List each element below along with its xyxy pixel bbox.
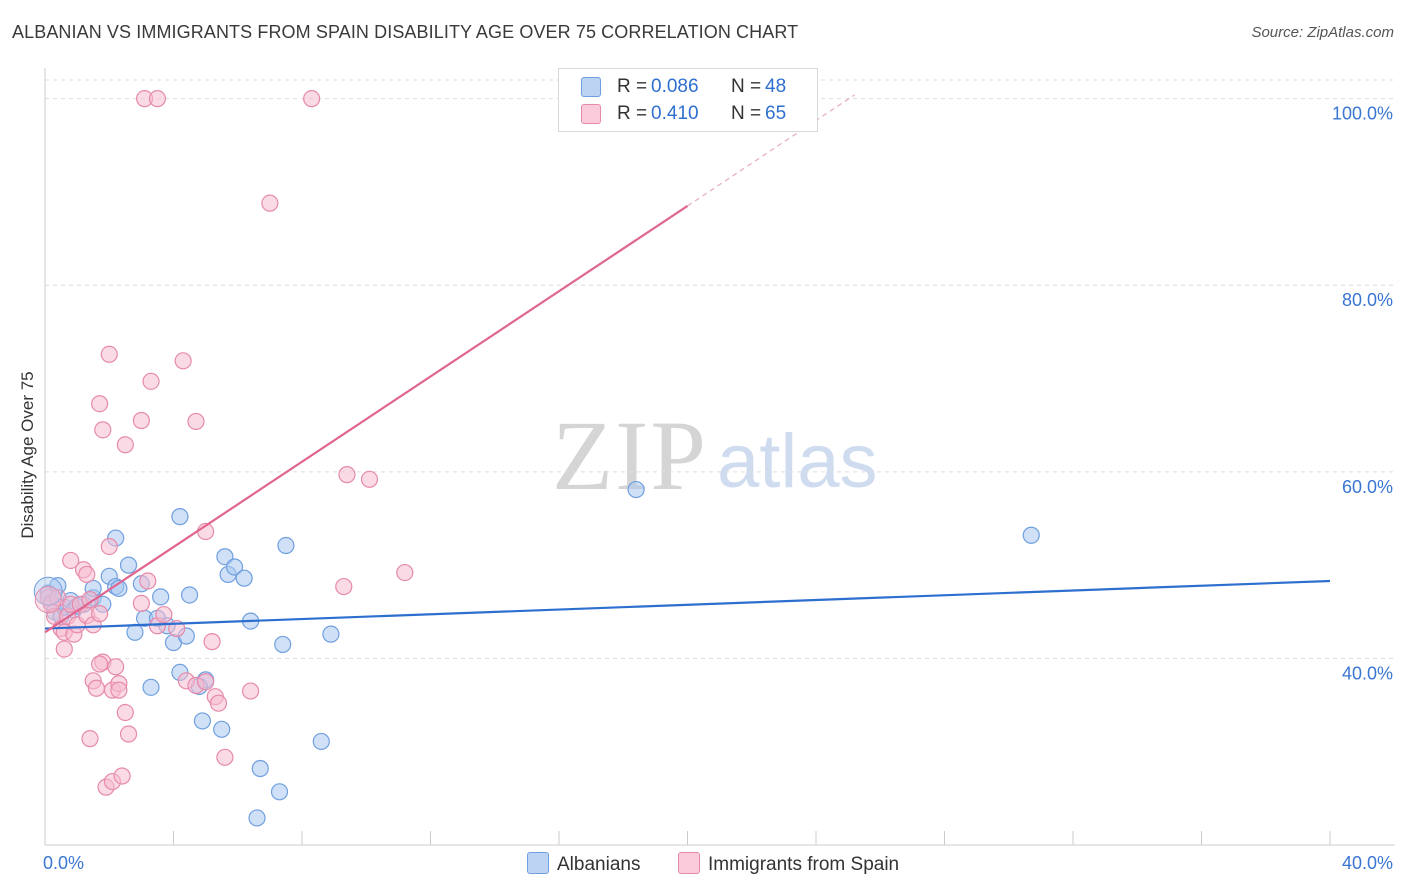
point-spain bbox=[139, 572, 157, 590]
legend-n-value-spain: 65 bbox=[765, 103, 787, 124]
point-albanian bbox=[248, 809, 266, 827]
point-albanian bbox=[213, 720, 231, 738]
point-spain bbox=[216, 748, 234, 766]
point-spain bbox=[338, 466, 356, 484]
point-spain bbox=[242, 682, 260, 700]
point-spain bbox=[132, 594, 150, 612]
point-albanian bbox=[312, 732, 330, 751]
point-albanian bbox=[1022, 526, 1040, 544]
legend-r-label: R = bbox=[617, 103, 648, 124]
point-spain bbox=[119, 725, 138, 743]
watermark-atlas: atlas bbox=[717, 419, 878, 504]
point-spain bbox=[116, 703, 134, 722]
point-albanian bbox=[322, 625, 340, 643]
point-spain bbox=[87, 679, 106, 697]
point-albanian bbox=[171, 508, 189, 526]
point-albanian bbox=[274, 635, 292, 654]
point-albanian bbox=[193, 712, 212, 730]
chart-title: ALBANIAN VS IMMIGRANTS FROM SPAIN DISABI… bbox=[12, 22, 799, 42]
point-spain bbox=[94, 421, 112, 439]
x-tick-label-min: 0.0% bbox=[43, 853, 84, 873]
point-spain bbox=[187, 412, 205, 431]
point-spain bbox=[360, 470, 379, 488]
legend-r-label: R = bbox=[617, 76, 648, 97]
point-spain bbox=[142, 372, 160, 390]
point-albanian bbox=[126, 623, 144, 641]
bottom-legend-swatch-spain bbox=[678, 852, 700, 874]
point-spain bbox=[261, 194, 279, 212]
point-spain bbox=[81, 591, 99, 609]
point-spain bbox=[62, 551, 80, 570]
y-tick-label: 80.0% bbox=[1342, 290, 1393, 310]
point-spain bbox=[107, 658, 125, 676]
point-spain bbox=[132, 411, 150, 430]
bottom-legend-label-albanians: Albanians bbox=[557, 854, 641, 875]
point-spain bbox=[55, 640, 73, 658]
bottom-legend-albanians[interactable]: Albanians bbox=[527, 852, 640, 876]
point-albanian bbox=[270, 783, 289, 801]
point-spain bbox=[81, 730, 99, 748]
point-spain bbox=[148, 90, 167, 108]
legend-n-label: N = bbox=[731, 103, 762, 124]
point-spain bbox=[78, 565, 96, 584]
point-spain bbox=[209, 694, 228, 712]
point-spain bbox=[113, 767, 131, 785]
correlation-legend: R = 0.086 N = 48 R = 0.410 N = 65 bbox=[558, 68, 818, 132]
y-tick-label: 60.0% bbox=[1342, 477, 1393, 497]
point-spain bbox=[100, 537, 118, 556]
legend-n-label: N = bbox=[731, 76, 762, 97]
legend-swatch-spain bbox=[581, 104, 601, 124]
point-albanian bbox=[235, 569, 253, 587]
point-albanian bbox=[119, 556, 138, 574]
trendline-albanian bbox=[44, 579, 1331, 630]
legend-n-value-albanians: 48 bbox=[765, 76, 787, 97]
point-spain bbox=[110, 681, 128, 699]
point-albanian-cluster bbox=[33, 576, 63, 606]
point-spain bbox=[396, 563, 414, 582]
point-spain bbox=[91, 395, 109, 413]
point-albanian bbox=[180, 586, 199, 604]
source-label: Source: ZipAtlas.com bbox=[1251, 24, 1394, 41]
y-tick-label: 40.0% bbox=[1342, 663, 1393, 683]
bottom-legend-label-spain: Immigrants from Spain bbox=[708, 854, 900, 875]
point-spain bbox=[91, 655, 109, 673]
trendline-extension-spain bbox=[687, 94, 855, 207]
y-tick-label: 100.0% bbox=[1332, 104, 1393, 124]
bottom-legend-swatch-albanians bbox=[527, 852, 549, 874]
point-spain bbox=[203, 633, 221, 651]
point-spain bbox=[91, 605, 109, 623]
point-albanian bbox=[627, 480, 645, 499]
bottom-legend-spain[interactable]: Immigrants from Spain bbox=[678, 852, 899, 876]
point-albanian bbox=[142, 678, 160, 696]
point-albanian bbox=[225, 558, 244, 576]
point-spain bbox=[335, 577, 353, 596]
legend-swatch-albanians bbox=[581, 77, 601, 97]
point-albanian bbox=[152, 588, 170, 606]
point-spain bbox=[155, 605, 173, 624]
point-spain-cluster bbox=[34, 586, 62, 614]
point-spain bbox=[197, 673, 215, 691]
point-spain bbox=[116, 436, 134, 454]
point-spain bbox=[100, 345, 118, 363]
point-albanian bbox=[277, 536, 295, 555]
legend-r-value-albanians: 0.086 bbox=[651, 76, 699, 97]
point-spain bbox=[174, 352, 192, 370]
point-albanian bbox=[251, 759, 269, 778]
x-tick-label-max: 40.0% bbox=[1342, 853, 1393, 873]
trendline-spain bbox=[44, 205, 689, 634]
legend-r-value-spain: 0.410 bbox=[651, 103, 699, 124]
point-spain bbox=[303, 90, 321, 108]
